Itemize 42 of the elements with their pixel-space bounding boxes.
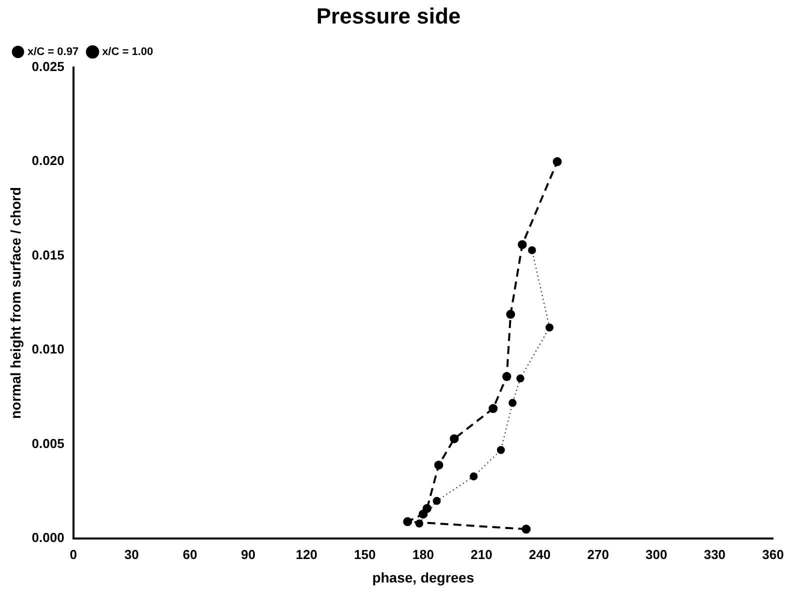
y-tick-label: 0.010 <box>32 342 64 357</box>
x-tick-label: 180 <box>412 546 434 562</box>
x-tick-label: 210 <box>470 546 492 562</box>
point <box>422 504 432 513</box>
point <box>518 240 527 250</box>
chart-title: Pressure side <box>316 3 461 28</box>
point <box>488 404 498 414</box>
point <box>508 398 517 407</box>
y-axis-title: normal height from surface / chord <box>7 187 24 419</box>
x-tick-label: 240 <box>528 546 551 562</box>
y-tick-label: 0.025 <box>32 58 64 74</box>
x-tick-label: 360 <box>762 546 784 562</box>
x-tick-label: 60 <box>182 546 198 562</box>
point <box>434 460 444 470</box>
point <box>415 520 424 528</box>
x-tick-label: 90 <box>241 546 256 562</box>
x-tick-label: 330 <box>704 546 726 562</box>
y-tick-label: 0.015 <box>32 247 64 262</box>
legend-label: x/C = 0.97 <box>28 46 79 58</box>
x-tick-label: 150 <box>354 546 376 562</box>
point <box>403 517 412 526</box>
y-tick-label: 0.005 <box>32 436 64 451</box>
x-tick-label: 120 <box>296 546 318 562</box>
x-tick-label: 0 <box>70 546 77 562</box>
point <box>450 434 459 444</box>
point <box>506 310 516 319</box>
y-tick-label: 0.000 <box>32 530 64 546</box>
point <box>470 472 478 480</box>
x-axis-title: phase, degrees <box>372 569 474 586</box>
x-tick-label: 300 <box>646 546 668 562</box>
point <box>528 246 536 254</box>
y-tick-label: 0.020 <box>32 153 64 168</box>
point <box>552 157 562 166</box>
point <box>522 524 531 534</box>
x-tick-label: 30 <box>124 546 139 562</box>
x-tick-label: 270 <box>587 546 609 562</box>
point <box>516 374 524 382</box>
legend-label: x/C = 1.00 <box>102 46 154 58</box>
point <box>432 496 441 505</box>
point <box>502 372 512 382</box>
point <box>545 324 554 332</box>
point <box>496 446 505 454</box>
